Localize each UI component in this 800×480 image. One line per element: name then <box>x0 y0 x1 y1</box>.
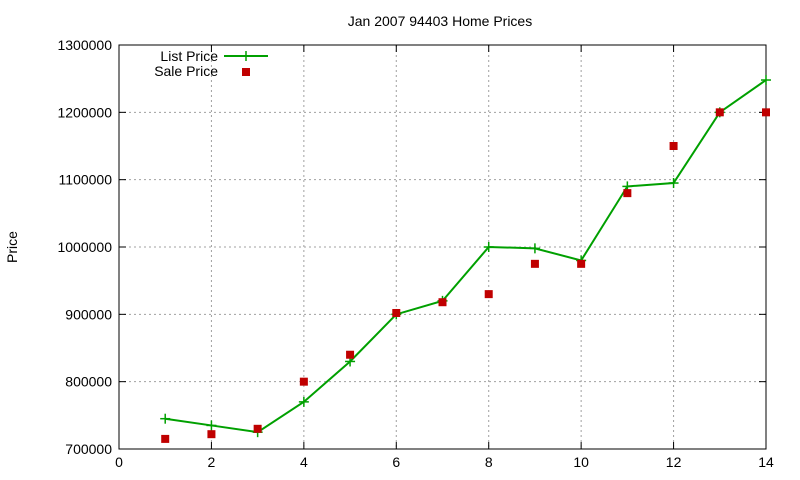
series <box>160 75 771 443</box>
sale-price-point <box>669 142 678 150</box>
list-price-point <box>483 242 494 252</box>
list-price-point <box>529 243 540 254</box>
sale-price-point <box>715 108 724 117</box>
legend-swatch-sale-price <box>242 68 250 76</box>
x-tick-label: 14 <box>758 454 774 470</box>
sale-price-point <box>623 189 632 198</box>
list-price-point <box>761 75 771 86</box>
y-tick-label: 1200000 <box>57 104 112 120</box>
legend-label-list-price: List Price <box>160 48 218 64</box>
x-tick-label: 2 <box>208 454 216 470</box>
legend-label-sale-price: Sale Price <box>154 63 218 79</box>
sale-price-point <box>346 350 355 359</box>
series-line-list-price <box>165 79 767 434</box>
sale-price-point <box>253 424 262 433</box>
y-tick-label: 800000 <box>65 374 112 390</box>
sale-price-point <box>299 377 308 386</box>
x-tick-label: 0 <box>115 454 123 470</box>
x-tick-label: 4 <box>300 454 308 470</box>
sale-price-point <box>577 259 586 268</box>
y-tick-label: 700000 <box>65 441 112 457</box>
y-tick-label: 1300000 <box>57 37 112 53</box>
sale-price-point <box>392 308 401 317</box>
y-tick-label: 900000 <box>65 306 112 322</box>
x-tick-label: 12 <box>666 454 682 470</box>
sale-price-point <box>438 298 447 307</box>
sale-price-point <box>530 259 539 268</box>
sale-price-point <box>762 108 770 117</box>
axis-ticks: 0 2 4 6 8 10 12 14 700000 800000 900000 1000000 1100… <box>57 37 774 470</box>
x-tick-label: 10 <box>573 454 589 470</box>
legend-swatch-list-price-marker <box>241 51 251 61</box>
sale-price-point <box>484 290 493 299</box>
chart-title: Jan 2007 94403 Home Prices <box>348 13 532 29</box>
y-tick-label: 1100000 <box>59 172 113 188</box>
list-price-point <box>206 420 217 431</box>
legend: List Price Sale Price <box>154 48 268 79</box>
sale-price-point <box>161 434 170 443</box>
y-tick-label: 1000000 <box>57 239 112 255</box>
plot-frame <box>118 44 767 450</box>
list-price-point <box>298 396 309 407</box>
sale-price-point <box>207 430 216 439</box>
list-price-point <box>160 413 171 424</box>
grid <box>119 45 766 449</box>
x-tick-label: 6 <box>392 454 400 470</box>
x-tick-label: 8 <box>485 454 493 470</box>
list-price-point <box>668 178 679 189</box>
y-axis-label: Price <box>4 231 20 263</box>
